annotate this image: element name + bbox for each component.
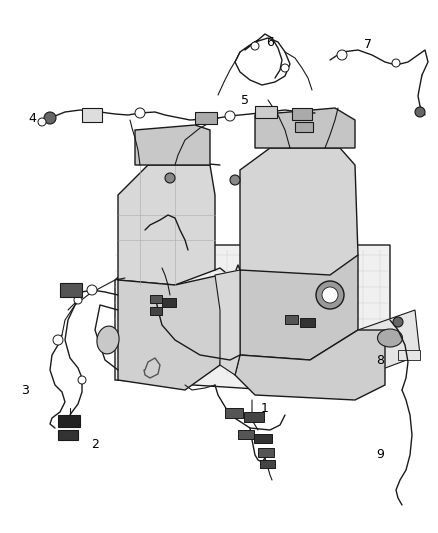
Circle shape [322, 287, 338, 303]
Text: 9: 9 [376, 448, 384, 462]
Bar [254, 434, 272, 443]
Circle shape [44, 112, 56, 124]
Circle shape [230, 175, 240, 185]
Bar [58, 430, 78, 440]
Circle shape [78, 376, 86, 384]
Ellipse shape [378, 329, 403, 347]
Bar [258, 448, 274, 457]
Bar [238, 430, 254, 439]
Bar [295, 122, 313, 132]
Bar [260, 460, 275, 468]
Polygon shape [240, 148, 358, 275]
Circle shape [135, 108, 145, 118]
Circle shape [393, 317, 403, 327]
Text: 8: 8 [376, 353, 384, 367]
Bar [150, 295, 162, 303]
Polygon shape [118, 165, 215, 285]
Text: 6: 6 [266, 36, 274, 49]
Bar [58, 415, 80, 427]
Text: 5: 5 [241, 93, 249, 107]
Polygon shape [235, 330, 385, 400]
Polygon shape [135, 125, 210, 165]
Bar [82, 108, 102, 122]
Circle shape [165, 173, 175, 183]
Bar [398, 350, 420, 360]
Polygon shape [115, 245, 390, 395]
Circle shape [281, 64, 289, 72]
Bar [162, 298, 176, 307]
Polygon shape [255, 108, 355, 148]
Polygon shape [215, 270, 240, 375]
Bar [255, 106, 277, 118]
Bar [225, 408, 243, 418]
Circle shape [38, 118, 46, 126]
Text: 1: 1 [261, 401, 269, 415]
Circle shape [415, 107, 425, 117]
Circle shape [87, 285, 97, 295]
Bar [300, 318, 315, 327]
Circle shape [392, 59, 400, 67]
Text: 7: 7 [364, 37, 372, 51]
Text: 2: 2 [91, 439, 99, 451]
Bar [244, 412, 264, 422]
Bar [60, 283, 82, 297]
Circle shape [225, 111, 235, 121]
Circle shape [316, 281, 344, 309]
Bar [150, 307, 162, 315]
Circle shape [53, 335, 63, 345]
Circle shape [337, 50, 347, 60]
Text: 4: 4 [28, 111, 36, 125]
Bar [285, 315, 298, 324]
Polygon shape [358, 310, 420, 370]
Polygon shape [118, 275, 225, 390]
Bar [292, 108, 312, 120]
Text: 3: 3 [21, 384, 29, 397]
Circle shape [251, 42, 259, 50]
Bar [195, 112, 217, 124]
Polygon shape [240, 255, 358, 360]
Ellipse shape [97, 326, 119, 354]
Circle shape [74, 296, 82, 304]
